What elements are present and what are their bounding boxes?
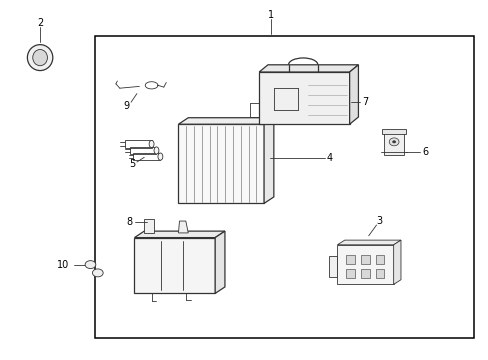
Polygon shape [178, 124, 264, 203]
Polygon shape [337, 240, 400, 245]
Polygon shape [134, 231, 224, 238]
Text: 5: 5 [129, 159, 135, 169]
Text: 10: 10 [56, 260, 69, 270]
Polygon shape [383, 131, 404, 155]
Polygon shape [393, 240, 400, 284]
Text: 9: 9 [123, 101, 129, 111]
Polygon shape [375, 269, 384, 278]
Text: 3: 3 [375, 216, 381, 226]
Polygon shape [349, 65, 358, 124]
Polygon shape [346, 255, 354, 264]
Polygon shape [259, 72, 349, 124]
Polygon shape [381, 129, 406, 134]
Polygon shape [360, 269, 369, 278]
Polygon shape [215, 231, 224, 293]
Ellipse shape [388, 138, 398, 146]
Text: 1: 1 [268, 10, 274, 20]
Polygon shape [134, 238, 215, 293]
Ellipse shape [392, 141, 395, 143]
Ellipse shape [149, 140, 154, 148]
Ellipse shape [154, 147, 159, 154]
Ellipse shape [27, 45, 53, 71]
Bar [95, 36, 473, 338]
Polygon shape [259, 65, 358, 72]
Text: 7: 7 [362, 96, 368, 107]
Text: 8: 8 [126, 217, 132, 227]
Text: 2: 2 [37, 18, 43, 28]
Text: 6: 6 [422, 147, 427, 157]
Polygon shape [328, 256, 337, 277]
Ellipse shape [158, 153, 163, 160]
Polygon shape [337, 245, 393, 284]
Polygon shape [360, 255, 369, 264]
Polygon shape [264, 118, 273, 203]
Ellipse shape [92, 269, 103, 277]
Polygon shape [178, 118, 273, 124]
Polygon shape [178, 221, 188, 233]
Polygon shape [375, 255, 384, 264]
Polygon shape [346, 269, 354, 278]
Ellipse shape [85, 261, 96, 269]
Polygon shape [144, 219, 154, 233]
Ellipse shape [33, 49, 47, 66]
Text: 4: 4 [326, 153, 332, 163]
